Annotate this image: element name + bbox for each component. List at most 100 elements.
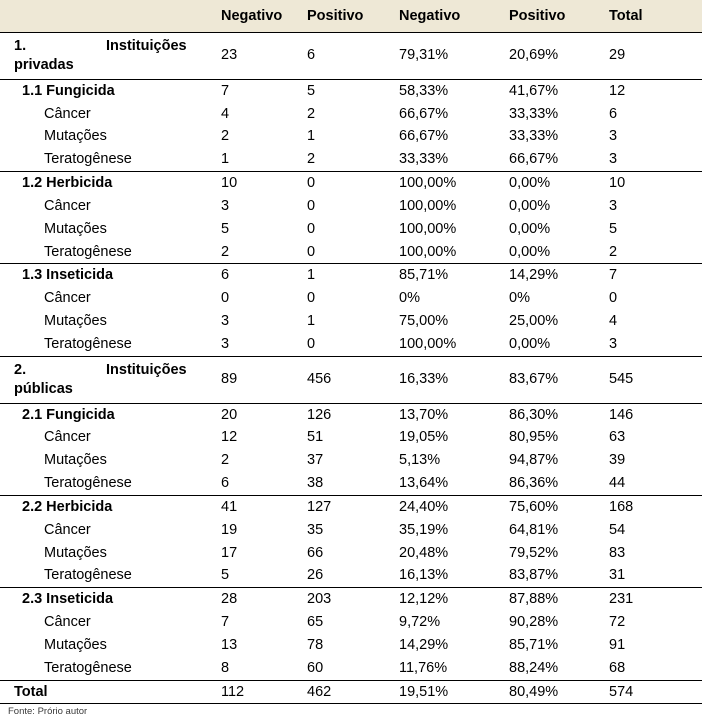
header-total: Total [603,0,702,33]
header-positivo-pct: Positivo [503,0,603,33]
cell-value: 146 [603,403,702,426]
cell-value: 0 [301,172,393,195]
cell-value: 83 [603,542,702,565]
cell-value: 100,00% [393,241,503,264]
cell-value: 1 [215,148,301,171]
cell-value: 7 [215,611,301,634]
cell-value: 17 [215,542,301,565]
section-number: 2. [14,361,106,380]
cell-value: 1 [301,264,393,287]
cell-value: 19,51% [393,680,503,704]
table-row: 2.1 Fungicida2012613,70%86,30%146 [0,403,702,426]
cell-value: 79,52% [503,542,603,565]
cell-value: 25,00% [503,310,603,333]
cell-value: 7 [603,264,702,287]
cell-value: 7 [215,79,301,102]
cell-value: 75,00% [393,310,503,333]
row-label-leaf: Mutações [0,449,215,472]
cell-value: 5 [215,564,301,587]
header-negativo-pct: Negativo [393,0,503,33]
cell-value: 4 [215,103,301,126]
table-row: Mutações2375,13%94,87%39 [0,449,702,472]
cell-value: 51 [301,426,393,449]
cell-value: 88,24% [503,657,603,680]
row-label-total: Total [0,680,215,704]
row-label-leaf: Mutações [0,218,215,241]
cell-value: 68 [603,657,702,680]
cell-value: 66,67% [393,125,503,148]
cell-value: 0 [301,195,393,218]
cell-value: 2 [603,241,702,264]
cell-value: 14,29% [393,634,503,657]
cell-value: 29 [603,33,702,80]
table-container: Negativo Positivo Negativo Positivo Tota… [0,0,702,717]
cell-value: 6 [215,472,301,495]
cell-value: 37 [301,449,393,472]
cell-value: 1 [301,310,393,333]
table-row: Mutações2166,67%33,33%3 [0,125,702,148]
cell-value: 9,72% [393,611,503,634]
cell-value: 16,13% [393,564,503,587]
cell-value: 14,29% [503,264,603,287]
cell-value: 79,31% [393,33,503,80]
cell-value: 31 [603,564,702,587]
cell-value: 3 [603,195,702,218]
row-label-sub: 2.2 Herbicida [0,495,215,518]
cell-value: 0% [503,287,603,310]
cell-value: 8 [215,657,301,680]
cell-value: 203 [301,588,393,611]
row-label-sub: 1.3 Inseticida [0,264,215,287]
cell-value: 75,60% [503,495,603,518]
cell-value: 0 [301,333,393,356]
cell-value: 19,05% [393,426,503,449]
cell-value: 462 [301,680,393,704]
cell-value: 33,33% [393,148,503,171]
cell-value: 85,71% [503,634,603,657]
cell-value: 65 [301,611,393,634]
cell-value: 3 [215,195,301,218]
row-label-leaf: Câncer [0,103,215,126]
data-table: Negativo Positivo Negativo Positivo Tota… [0,0,702,704]
cell-value: 168 [603,495,702,518]
cell-value: 100,00% [393,172,503,195]
cell-value: 2 [215,125,301,148]
cell-value: 12 [603,79,702,102]
cell-value: 574 [603,680,702,704]
cell-value: 83,87% [503,564,603,587]
cell-value: 60 [301,657,393,680]
cell-value: 90,28% [503,611,603,634]
header-positivo-count: Positivo [301,0,393,33]
cell-value: 13 [215,634,301,657]
cell-value: 0% [393,287,503,310]
cell-value: 6 [215,264,301,287]
cell-value: 127 [301,495,393,518]
cell-value: 80,49% [503,680,603,704]
cell-value: 64,81% [503,519,603,542]
row-label-leaf: Teratogênese [0,333,215,356]
row-label-leaf: Teratogênese [0,148,215,171]
cell-value: 33,33% [503,103,603,126]
cell-value: 0 [301,218,393,241]
cell-value: 5 [603,218,702,241]
cell-value: 72 [603,611,702,634]
cell-value: 2 [301,148,393,171]
cell-value: 35 [301,519,393,542]
header-row: Negativo Positivo Negativo Positivo Tota… [0,0,702,33]
cell-value: 89 [215,356,301,403]
cell-value: 12,12% [393,588,503,611]
table-row: Teratogênese86011,76%88,24%68 [0,657,702,680]
cell-value: 41,67% [503,79,603,102]
row-label-section: 2.Instituições públicas [0,356,215,403]
cell-value: 6 [301,33,393,80]
cell-value: 44 [603,472,702,495]
row-label-leaf: Teratogênese [0,564,215,587]
cell-value: 83,67% [503,356,603,403]
table-row: Câncer125119,05%80,95%63 [0,426,702,449]
cell-value: 33,33% [503,125,603,148]
cell-value: 2 [215,449,301,472]
table-row: 2.3 Inseticida2820312,12%87,88%231 [0,588,702,611]
row-label-leaf: Mutações [0,542,215,565]
cell-value: 80,95% [503,426,603,449]
section-number: 1. [14,37,106,56]
table-row: Câncer4266,67%33,33%6 [0,103,702,126]
